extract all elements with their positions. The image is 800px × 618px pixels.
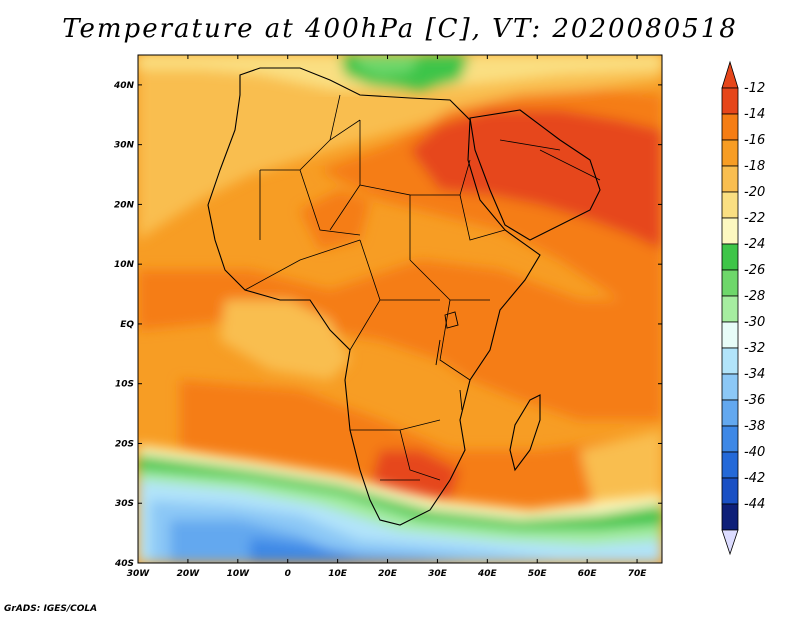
x-tick-label: 10E bbox=[328, 569, 348, 579]
colorbar-swatch bbox=[721, 165, 739, 193]
colorbar-label: -38 bbox=[744, 419, 765, 434]
colorbar-label: -18 bbox=[744, 159, 765, 174]
x-tick-label: 30E bbox=[428, 569, 448, 579]
field-central-cooler bbox=[220, 300, 350, 380]
colorbar-label: -16 bbox=[744, 133, 765, 148]
colorbar-swatch bbox=[721, 477, 739, 505]
colorbar-swatch bbox=[721, 139, 739, 167]
y-tick-label: 20S bbox=[115, 439, 134, 449]
colorbar-label: -44 bbox=[744, 497, 765, 512]
field-north-cooler bbox=[138, 55, 662, 240]
colorbar-label: -30 bbox=[744, 315, 765, 330]
x-tick-label: 20W bbox=[177, 569, 201, 579]
x-tick-label: 60E bbox=[578, 569, 598, 579]
x-tick-label: 50E bbox=[528, 569, 548, 579]
colorbar-swatch bbox=[721, 113, 739, 141]
colorbar-swatch bbox=[721, 503, 739, 531]
temperature-field bbox=[138, 55, 662, 563]
y-tick-label: 20N bbox=[114, 200, 135, 210]
colorbar-swatch bbox=[721, 87, 739, 115]
colorbar-under-arrow bbox=[721, 529, 739, 556]
y-tick-label: 30S bbox=[115, 499, 134, 509]
x-axis: 30W 20W 10W 0 10E 20E 30E 40E 50E 60E 70E bbox=[127, 55, 647, 579]
colorbar-label: -26 bbox=[744, 263, 765, 278]
colorbar-over-arrow bbox=[721, 60, 739, 89]
arabia-coastline bbox=[469, 109, 601, 241]
y-tick-label: 30N bbox=[114, 141, 135, 151]
y-tick-label: 10S bbox=[115, 380, 134, 390]
coastlines bbox=[207, 67, 601, 526]
colorbar-swatch bbox=[721, 347, 739, 375]
colorbar-label: -12 bbox=[744, 81, 765, 96]
x-tick-label: 10W bbox=[227, 569, 251, 579]
colorbar-swatch bbox=[721, 321, 739, 349]
africa-coastline bbox=[207, 67, 541, 526]
y-axis: 40N 30N 20N 10N EQ 10S 20S 30S 40S bbox=[113, 81, 662, 569]
colorbar-label: -32 bbox=[744, 341, 765, 356]
colorbar-label: -20 bbox=[744, 185, 765, 200]
y-tick-label: 40S bbox=[114, 559, 134, 569]
colorbar-swatch bbox=[721, 451, 739, 479]
colorbar-label: -24 bbox=[744, 237, 765, 252]
colorbar-label: -40 bbox=[744, 445, 765, 460]
colorbar-swatch bbox=[721, 295, 739, 323]
x-tick-label: 30W bbox=[127, 569, 151, 579]
x-tick-label: 0 bbox=[285, 569, 291, 579]
colorbar-swatch bbox=[721, 269, 739, 297]
field-band-38 bbox=[250, 538, 470, 563]
x-tick-label: 20E bbox=[378, 569, 398, 579]
colorbar-label: -36 bbox=[744, 393, 765, 408]
colorbar-swatch bbox=[721, 425, 739, 453]
country-borders bbox=[244, 94, 601, 481]
map-frame bbox=[137, 54, 663, 564]
field-sahara-warm bbox=[300, 190, 370, 250]
colorbar-swatch bbox=[721, 373, 739, 401]
colorbar-label: -42 bbox=[744, 471, 765, 486]
colorbar-label: -14 bbox=[744, 107, 765, 122]
y-tick-label: EQ bbox=[120, 320, 134, 330]
credit-text: GrADS: IGES/COLA bbox=[4, 604, 98, 614]
colorbar-label: -22 bbox=[744, 211, 765, 226]
x-tick-label: 70E bbox=[628, 569, 648, 579]
colorbar-swatch bbox=[721, 399, 739, 427]
colorbar: -12 -14 -16 -18 -20 -22 -24 -26 -28 -30 -32 -34 -36 -… bbox=[721, 60, 765, 556]
colorbar-swatch bbox=[721, 217, 739, 245]
madagascar-coastline bbox=[509, 394, 541, 472]
chart-title: Temperature at 400hPa [C], VT: 202008051… bbox=[62, 14, 738, 44]
x-tick-label: 40E bbox=[477, 569, 498, 579]
colorbar-swatch bbox=[721, 243, 739, 271]
colorbar-label: -28 bbox=[744, 289, 765, 304]
field-arabia-hot bbox=[410, 110, 662, 250]
colorbar-label: -34 bbox=[744, 367, 765, 382]
field-europe-cold bbox=[355, 55, 420, 76]
y-tick-label: 40N bbox=[113, 81, 135, 91]
lakes bbox=[435, 311, 463, 411]
y-tick-label: 10N bbox=[114, 260, 135, 270]
colorbar-swatch bbox=[721, 191, 739, 219]
